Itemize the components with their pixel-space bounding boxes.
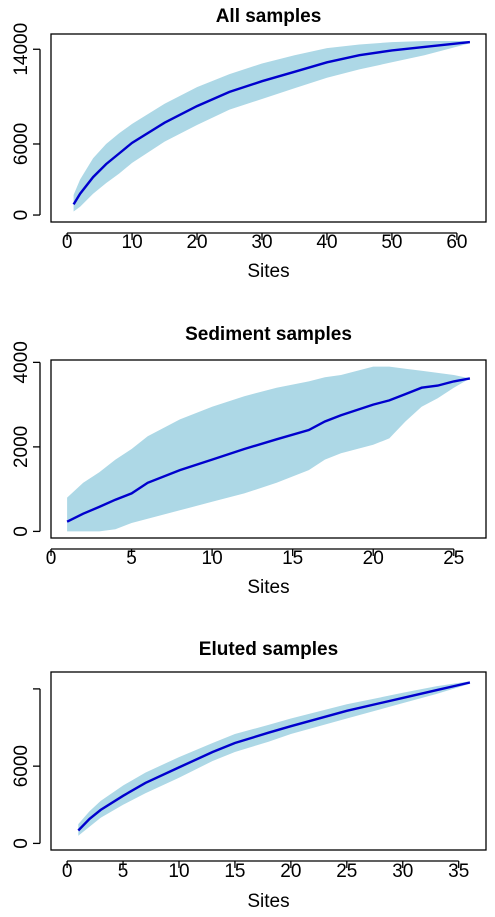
x-tick-label: 0	[62, 861, 73, 882]
x-tick-label: 25	[336, 861, 357, 882]
x-tick-label: 20	[186, 232, 207, 253]
plot-frame	[50, 359, 487, 539]
x-tick-label: 30	[251, 232, 272, 253]
x-tick-label: 20	[280, 861, 301, 882]
x-tick-label: 15	[224, 861, 245, 882]
plot-frame	[50, 33, 487, 223]
mean-accumulation-line	[72, 40, 471, 206]
chart-panel-1: All samples 0 10 20 30 40 50 60 Sites 0 6000 14000	[11, 6, 487, 282]
x-tick-label: 25	[443, 548, 464, 569]
x-tick-label: 10	[168, 861, 189, 882]
x-tick-label: 15	[282, 548, 303, 569]
plot-frame	[50, 671, 487, 851]
y-tick-label: 14000	[11, 23, 32, 76]
x-axis-label: Sites	[247, 891, 289, 912]
y-tick-label: 0	[11, 526, 32, 537]
panel-title: Eluted samples	[199, 639, 338, 660]
x-tick-label: 40	[316, 232, 337, 253]
panel-title: All samples	[216, 6, 322, 27]
y-tick-label: 4000	[11, 341, 32, 383]
confidence-band	[67, 366, 470, 532]
y-tick-label: 0	[11, 210, 32, 221]
x-tick-label: 5	[118, 861, 129, 882]
confidence-band	[78, 681, 470, 836]
chart-panel-3: Eluted samples 0 5 10 15 20 25 30 35 Sites 0 6000	[11, 639, 487, 912]
y-tick-label: 6000	[11, 745, 32, 787]
x-tick-label: 0	[62, 232, 73, 253]
panel-title: Sediment samples	[185, 324, 352, 345]
x-tick-label: 50	[381, 232, 402, 253]
mean-accumulation-line	[66, 377, 471, 523]
x-axis-label: Sites	[247, 577, 289, 598]
x-tick-label: 20	[363, 548, 384, 569]
x-tick-label: 60	[446, 232, 467, 253]
x-axis-label: Sites	[247, 261, 289, 282]
x-tick-label: 10	[122, 232, 143, 253]
x-tick-label: 5	[126, 548, 137, 569]
x-tick-label: 0	[46, 548, 57, 569]
x-tick-label: 30	[392, 861, 413, 882]
y-tick-label: 2000	[11, 426, 32, 468]
x-tick-label: 35	[448, 861, 469, 882]
chart-panel-2: Sediment samples 0 5 10 15 20 25 Sites 0 2000 4000	[11, 324, 487, 598]
confidence-band	[73, 41, 470, 212]
x-tick-label: 10	[202, 548, 223, 569]
y-tick-label: 6000	[11, 123, 32, 165]
y-tick-label: 0	[11, 838, 32, 849]
mean-accumulation-line	[77, 681, 471, 832]
